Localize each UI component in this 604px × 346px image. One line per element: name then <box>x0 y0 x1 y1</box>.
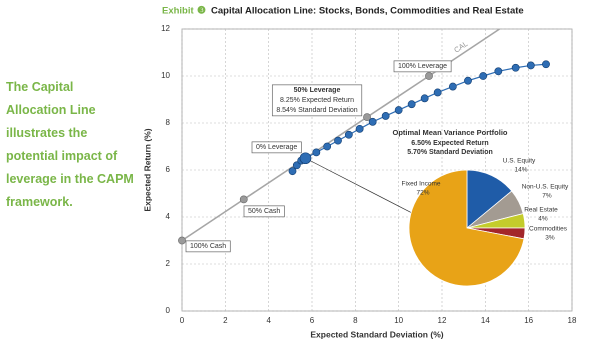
annotation-box <box>251 141 302 154</box>
pie-label: Non-U.S. Equity <box>522 184 569 191</box>
pie-value-label: 3% <box>545 235 555 242</box>
annotation-box <box>185 240 231 253</box>
x-tick-label: 16 <box>524 316 533 325</box>
x-tick-label: 8 <box>353 316 358 325</box>
frontier-point <box>511 63 520 72</box>
frontier-point <box>433 88 442 97</box>
y-tick-label: 12 <box>161 24 170 33</box>
cal-point <box>239 195 248 204</box>
frontier-point <box>312 148 321 157</box>
annotation: 100% Cash <box>185 240 231 253</box>
frontier-point <box>288 167 297 176</box>
x-tick-label: 0 <box>180 316 185 325</box>
cal-point <box>425 72 433 80</box>
cal-point <box>178 236 186 245</box>
frontier-point <box>479 72 488 80</box>
pie-slice <box>408 169 525 287</box>
x-tick-label: 12 <box>438 316 447 325</box>
annotation-text: 50% Leverage <box>294 87 341 94</box>
series-label: CAL <box>452 39 469 54</box>
frontier-point <box>323 142 332 151</box>
annotation: 100% Leverage <box>393 60 452 73</box>
annotation-text: 100% Cash <box>190 243 226 250</box>
frontier-point <box>542 60 550 69</box>
y-tick-label: 6 <box>166 165 171 174</box>
frontier-point <box>344 130 353 139</box>
exhibit-label: Exhibit <box>162 6 195 17</box>
y-tick-label: 4 <box>166 212 171 221</box>
x-tick-label: 18 <box>568 316 577 325</box>
annotation-text: 0% Leverage <box>256 144 297 151</box>
y-tick-label: 2 <box>166 259 171 268</box>
frontier-point <box>526 61 535 70</box>
frontier-point <box>381 112 390 120</box>
frontier-point <box>407 100 416 109</box>
annotation-box <box>393 60 452 73</box>
y-axis-label: Expected Return (%) <box>142 128 152 211</box>
sidebar-text: The Capital Allocation Line illustrates … <box>6 80 134 209</box>
y-tick-label: 0 <box>166 306 171 315</box>
frontier-point <box>334 136 342 145</box>
annotation-box <box>271 84 363 117</box>
pie-value-label: 14% <box>514 167 527 174</box>
frontier-point <box>494 67 503 76</box>
pie-label: Commodities <box>529 226 568 233</box>
exhibit-title: Capital Allocation Line: Stocks, Bonds, … <box>211 6 524 17</box>
y-tick-label: 8 <box>166 118 171 127</box>
y-tick-label: 10 <box>161 71 170 80</box>
cal-point <box>363 113 371 122</box>
x-tick-label: 6 <box>310 316 315 325</box>
x-axis-label: Expected Standard Deviation (%) <box>310 329 443 339</box>
pie-label: U.S. Equity <box>503 158 536 165</box>
annotation: 50% Cash <box>243 205 285 218</box>
x-tick-label: 2 <box>223 316 228 325</box>
x-tick-label: 10 <box>394 316 403 325</box>
pie-subtitle: 5.70% Standard Deviation <box>407 149 493 156</box>
frontier-point <box>299 152 312 165</box>
pie-value-label: 7% <box>542 193 552 200</box>
annotation-text: 8.25% Expected Return <box>280 97 354 104</box>
frontier-point <box>394 106 403 114</box>
pie-value-label: 4% <box>538 216 548 223</box>
frontier-point <box>368 117 377 126</box>
frontier-point <box>464 76 472 85</box>
frontier-line <box>292 63 547 172</box>
pie-title: Optimal Mean Variance Portfolio <box>392 128 507 137</box>
pie-label: Real Estate <box>524 207 558 214</box>
pie-label: Fixed Income <box>401 181 440 188</box>
frontier-point <box>448 82 457 91</box>
annotation-text: 100% Leverage <box>398 63 447 70</box>
pie-value-label: 72% <box>416 190 429 197</box>
frontier-point <box>420 94 429 103</box>
x-tick-label: 14 <box>481 316 490 325</box>
pie-slice <box>466 169 513 229</box>
frontier-point <box>355 124 364 133</box>
annotation-box <box>243 205 285 218</box>
exhibit-number: ❸ <box>197 6 206 17</box>
annotation: 0% Leverage <box>251 141 302 154</box>
annotation-text: 8.54% Standard Deviation <box>276 107 357 114</box>
annotation: 50% Leverage 8.25% Expected Return 8.54% S… <box>271 84 363 117</box>
pie-subtitle: 6.50% Expected Return <box>411 140 488 147</box>
annotation-text: 50% Cash <box>248 208 280 215</box>
x-tick-label: 4 <box>266 316 271 325</box>
